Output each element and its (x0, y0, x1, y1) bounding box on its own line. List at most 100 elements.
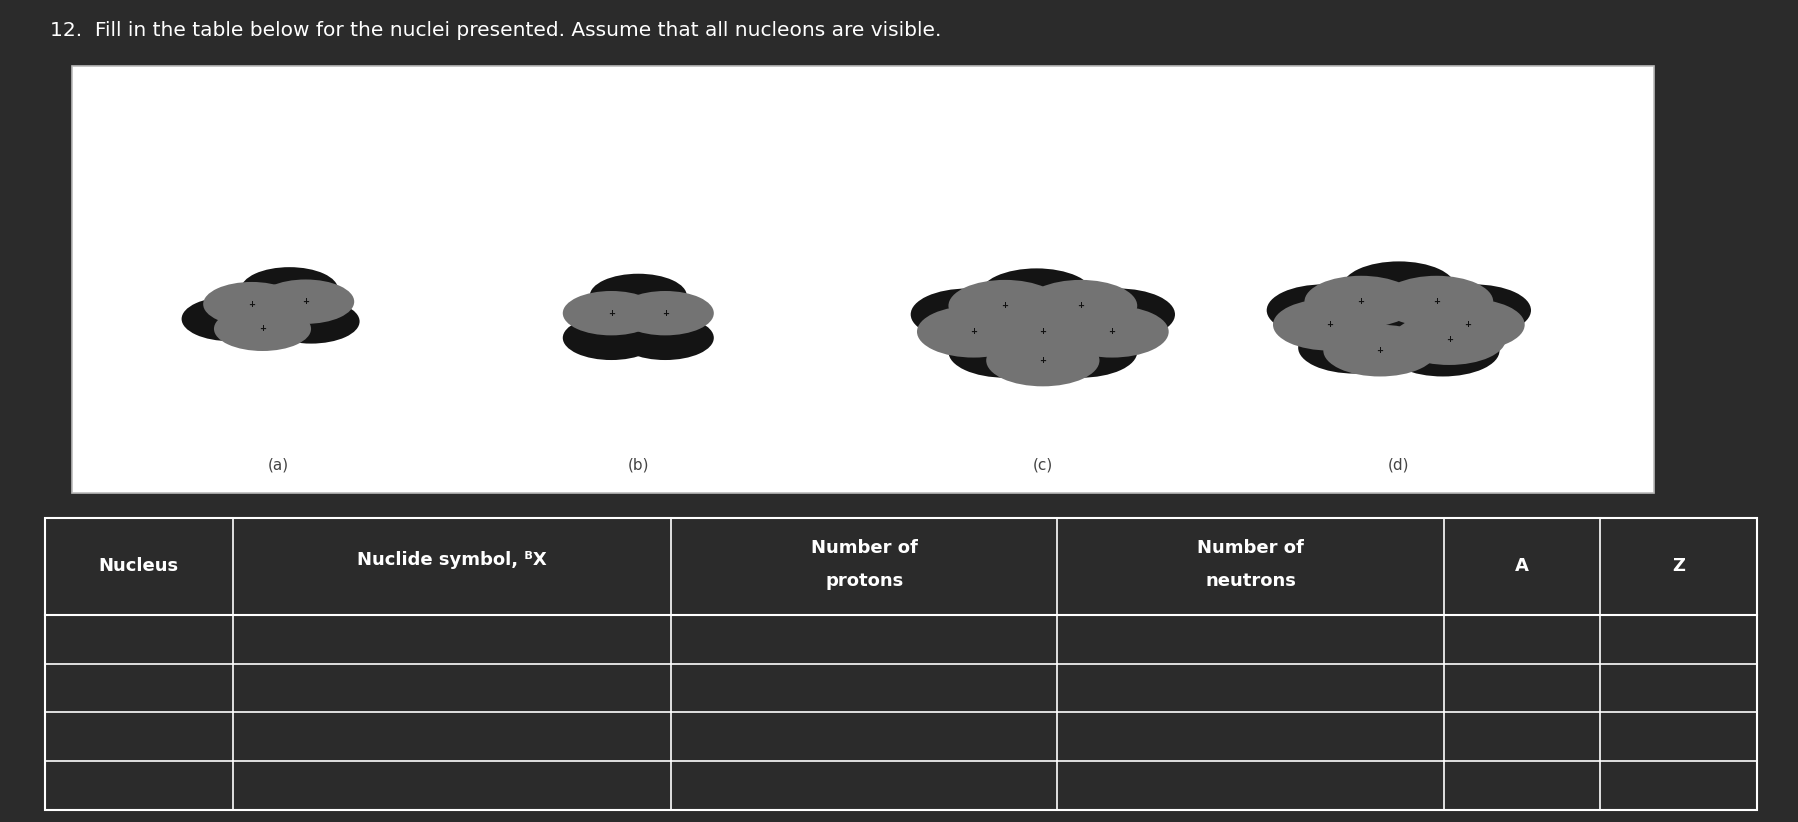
Circle shape (1392, 327, 1494, 374)
Circle shape (1016, 311, 1082, 341)
Circle shape (261, 276, 318, 302)
Bar (45, 518, 1757, 810)
Circle shape (291, 295, 320, 308)
Circle shape (572, 295, 651, 331)
Text: +: + (259, 325, 266, 333)
Circle shape (1420, 326, 1478, 352)
Circle shape (1350, 297, 1372, 307)
Circle shape (1370, 300, 1428, 326)
Circle shape (922, 293, 1012, 335)
Text: Number of: Number of (811, 539, 917, 557)
Circle shape (1037, 358, 1048, 363)
Circle shape (948, 326, 1061, 378)
Circle shape (604, 280, 672, 312)
Circle shape (284, 287, 295, 292)
Circle shape (1019, 287, 1054, 302)
Circle shape (1426, 329, 1473, 349)
Circle shape (1438, 334, 1460, 344)
Circle shape (982, 341, 1028, 363)
Circle shape (1338, 340, 1372, 355)
Circle shape (1023, 326, 1136, 378)
Circle shape (944, 304, 991, 325)
Circle shape (1348, 290, 1449, 336)
Circle shape (1383, 279, 1415, 295)
Circle shape (1278, 289, 1368, 331)
Circle shape (1070, 301, 1091, 311)
Circle shape (1329, 327, 1431, 374)
Circle shape (1332, 289, 1390, 315)
Circle shape (1305, 276, 1417, 328)
Circle shape (1079, 296, 1158, 333)
Circle shape (622, 318, 708, 358)
Text: A: A (1516, 557, 1528, 575)
Circle shape (1393, 313, 1507, 365)
Circle shape (203, 282, 300, 326)
Text: Nucleus: Nucleus (99, 557, 180, 575)
Circle shape (1402, 332, 1483, 369)
Circle shape (1375, 277, 1422, 298)
Circle shape (960, 331, 1050, 372)
Circle shape (1428, 307, 1509, 343)
Circle shape (241, 267, 338, 312)
Circle shape (1014, 284, 1059, 305)
Circle shape (985, 306, 1099, 358)
Circle shape (1019, 350, 1066, 371)
Circle shape (599, 278, 678, 314)
Circle shape (1014, 348, 1072, 373)
Circle shape (640, 327, 690, 349)
Bar (72, 66, 1654, 493)
Circle shape (271, 303, 351, 339)
Circle shape (1446, 314, 1491, 335)
Circle shape (617, 291, 714, 335)
Circle shape (214, 307, 311, 351)
Circle shape (306, 319, 316, 324)
Circle shape (1419, 284, 1532, 336)
Circle shape (246, 270, 333, 309)
Circle shape (1332, 337, 1377, 358)
Circle shape (1431, 299, 1442, 304)
Circle shape (1095, 324, 1129, 339)
Circle shape (1052, 339, 1109, 365)
Circle shape (992, 300, 1106, 352)
Circle shape (994, 347, 1016, 357)
Circle shape (626, 320, 705, 356)
Circle shape (940, 316, 1007, 347)
Circle shape (1426, 343, 1460, 358)
Text: +: + (608, 309, 615, 317)
Circle shape (1440, 312, 1496, 338)
Circle shape (1422, 304, 1514, 345)
Circle shape (1003, 313, 1082, 350)
Circle shape (271, 286, 340, 317)
Circle shape (955, 329, 1055, 375)
Circle shape (998, 302, 1100, 349)
Circle shape (1313, 317, 1347, 332)
Circle shape (1009, 316, 1077, 347)
Circle shape (1372, 312, 1438, 343)
Circle shape (636, 325, 694, 351)
Circle shape (966, 288, 1045, 324)
Circle shape (982, 295, 1028, 316)
Circle shape (1302, 312, 1357, 338)
Circle shape (563, 291, 660, 335)
Circle shape (910, 289, 1023, 340)
Circle shape (651, 307, 680, 320)
Circle shape (1411, 298, 1525, 351)
Text: +: + (1109, 327, 1115, 336)
Circle shape (976, 339, 1034, 365)
Circle shape (917, 306, 1030, 358)
Circle shape (1090, 302, 1147, 327)
Text: +: + (248, 300, 255, 308)
Circle shape (1348, 302, 1462, 353)
Circle shape (640, 302, 690, 325)
Text: (b): (b) (628, 458, 649, 473)
Circle shape (1084, 319, 1140, 344)
Circle shape (232, 295, 271, 313)
Circle shape (1464, 305, 1485, 316)
Circle shape (645, 329, 685, 347)
Circle shape (223, 311, 302, 347)
Circle shape (225, 316, 236, 321)
Circle shape (1388, 320, 1422, 335)
Circle shape (196, 303, 264, 335)
Circle shape (586, 302, 636, 325)
Circle shape (1354, 266, 1444, 308)
